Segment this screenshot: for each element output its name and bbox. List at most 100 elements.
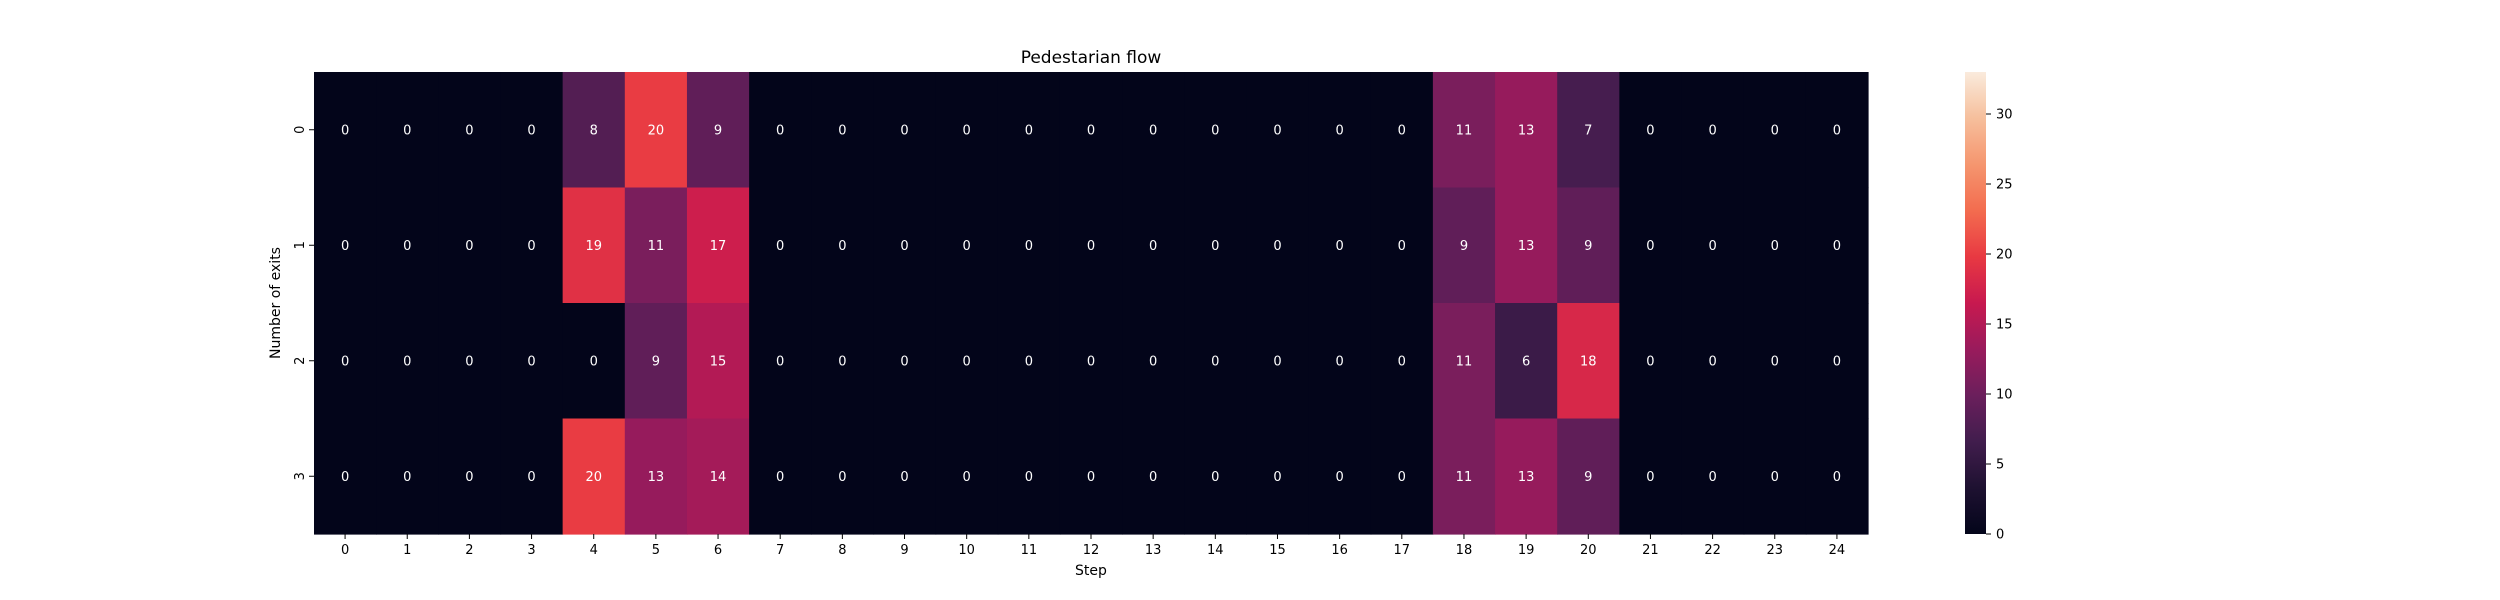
heatmap-cell-label: 9 (1584, 239, 1592, 254)
heatmap-cell (935, 418, 999, 535)
heatmap-cell-label: 0 (1273, 470, 1281, 485)
heatmap-cell-label: 0 (838, 123, 846, 138)
heatmap-cell-label: 0 (963, 354, 971, 369)
x-tick-label: 4 (590, 543, 598, 558)
heatmap-cell-label: 0 (776, 123, 784, 138)
x-tick-label: 8 (838, 543, 846, 558)
heatmap-cell-label: 0 (1708, 239, 1716, 254)
heatmap-cell-label: 0 (838, 470, 846, 485)
heatmap-cell-label: 0 (1398, 354, 1406, 369)
x-tick-label: 7 (776, 543, 784, 558)
heatmap-cell (1122, 72, 1185, 189)
heatmap-cell (562, 418, 626, 535)
heatmap-cell (1246, 72, 1310, 189)
heatmap-cell-label: 0 (1087, 123, 1095, 138)
x-axis-ticks: 0 1 2 3 4 5 6 7 8 9 10 11 12 13 14 15 16 17 18 19 20 21 22 23 24 (341, 534, 1845, 558)
heatmap-cell-label: 20 (585, 470, 602, 485)
heatmap-cell-label: 0 (465, 354, 473, 369)
heatmap-cell-label: 14 (710, 470, 727, 485)
heatmap-cell-label: 13 (1518, 470, 1535, 485)
heatmap-cell-label: 0 (1149, 354, 1157, 369)
heatmap-cell-label: 18 (1580, 354, 1597, 369)
heatmap-cell-label: 0 (1211, 470, 1219, 485)
colorbar-tick-label: 5 (1996, 458, 2004, 473)
heatmap-cell (935, 303, 999, 420)
heatmap-cell (376, 72, 439, 189)
heatmap-cell-label: 11 (1456, 123, 1473, 138)
heatmap-cell (314, 418, 377, 535)
heatmap-cell-label: 0 (1708, 470, 1716, 485)
heatmap-cell-label: 0 (1833, 239, 1841, 254)
heatmap-cell-label: 0 (465, 123, 473, 138)
heatmap-cell-label: 0 (527, 470, 535, 485)
heatmap-cell-label: 0 (1273, 354, 1281, 369)
heatmap-cell (438, 303, 502, 420)
heatmap-cell (1743, 72, 1807, 189)
heatmap-cell-label: 20 (648, 123, 665, 138)
y-tick-label: 1 (293, 241, 308, 249)
heatmap-cell-label: 0 (527, 354, 535, 369)
heatmap-cell (749, 303, 812, 420)
heatmap-cell (1370, 187, 1434, 304)
heatmap-cell-label: 0 (465, 239, 473, 254)
heatmap-cell-label: 0 (403, 123, 411, 138)
heatmap-cell (500, 303, 564, 420)
heatmap-cell (1495, 187, 1558, 304)
heatmap-cell-label: 0 (1833, 123, 1841, 138)
heatmap-cell-label: 0 (1833, 470, 1841, 485)
heatmap-cell (686, 72, 750, 189)
heatmap-cell-label: 0 (1025, 239, 1033, 254)
heatmap-cell-label: 0 (341, 470, 349, 485)
heatmap-cell (997, 72, 1061, 189)
colorbar-tick-label: 30 (1996, 108, 2013, 123)
x-tick-label: 0 (341, 543, 349, 558)
heatmap-cell (1805, 418, 1869, 535)
heatmap-cell-label: 0 (1398, 470, 1406, 485)
heatmap-cell-label: 0 (1771, 239, 1779, 254)
heatmap-cell-label: 11 (648, 239, 665, 254)
x-tick-label: 6 (714, 543, 722, 558)
heatmap-cell (811, 72, 875, 189)
heatmap-cell (624, 72, 688, 189)
heatmap-cell (376, 418, 439, 535)
heatmap-cell (314, 72, 377, 189)
heatmap-cell-label: 19 (585, 239, 602, 254)
heatmap-cell (873, 418, 937, 535)
heatmap-cell (997, 303, 1061, 420)
x-tick-label: 20 (1580, 543, 1597, 558)
heatmap-cell-label: 0 (1273, 239, 1281, 254)
colorbar (1965, 72, 1986, 534)
heatmap-cell-label: 0 (1398, 239, 1406, 254)
heatmap-cell-label: 0 (1708, 123, 1716, 138)
heatmap-cell-label: 0 (1273, 123, 1281, 138)
x-tick-label: 23 (1766, 543, 1783, 558)
heatmap-cell (438, 72, 502, 189)
heatmap-cell (1308, 187, 1372, 304)
heatmap-cell (873, 187, 937, 304)
heatmap-cell (935, 72, 999, 189)
heatmap-cell (1308, 303, 1372, 420)
x-tick-label: 11 (1021, 543, 1038, 558)
heatmap-cell-label: 11 (1456, 470, 1473, 485)
heatmap-cells: 0 0 0 0 8 20 9 0 0 0 0 0 0 0 0 0 0 0 11 13 7 0 0 0 0 0 0 0 0 19 11 17 0 0… (314, 72, 1869, 535)
heatmap-cell (1557, 418, 1620, 535)
x-tick-label: 21 (1642, 543, 1659, 558)
x-tick-label: 2 (465, 543, 473, 558)
heatmap-cell (1495, 72, 1558, 189)
heatmap-cell-label: 13 (1518, 239, 1535, 254)
heatmap-cell (1681, 418, 1745, 535)
heatmap-cell (500, 418, 564, 535)
x-tick-label: 3 (527, 543, 535, 558)
heatmap-cell (1184, 303, 1247, 420)
heatmap-cell (1184, 72, 1247, 189)
heatmap-cell-label: 0 (838, 239, 846, 254)
heatmap-cell (1370, 72, 1434, 189)
heatmap-cell-label: 0 (527, 123, 535, 138)
heatmap-cell-label: 0 (776, 239, 784, 254)
heatmap-cell (873, 303, 937, 420)
heatmap-cell-label: 0 (1646, 239, 1654, 254)
heatmap-cell-label: 0 (1087, 354, 1095, 369)
colorbar-tick-label: 20 (1996, 248, 2013, 263)
heatmap-cell (1805, 303, 1869, 420)
